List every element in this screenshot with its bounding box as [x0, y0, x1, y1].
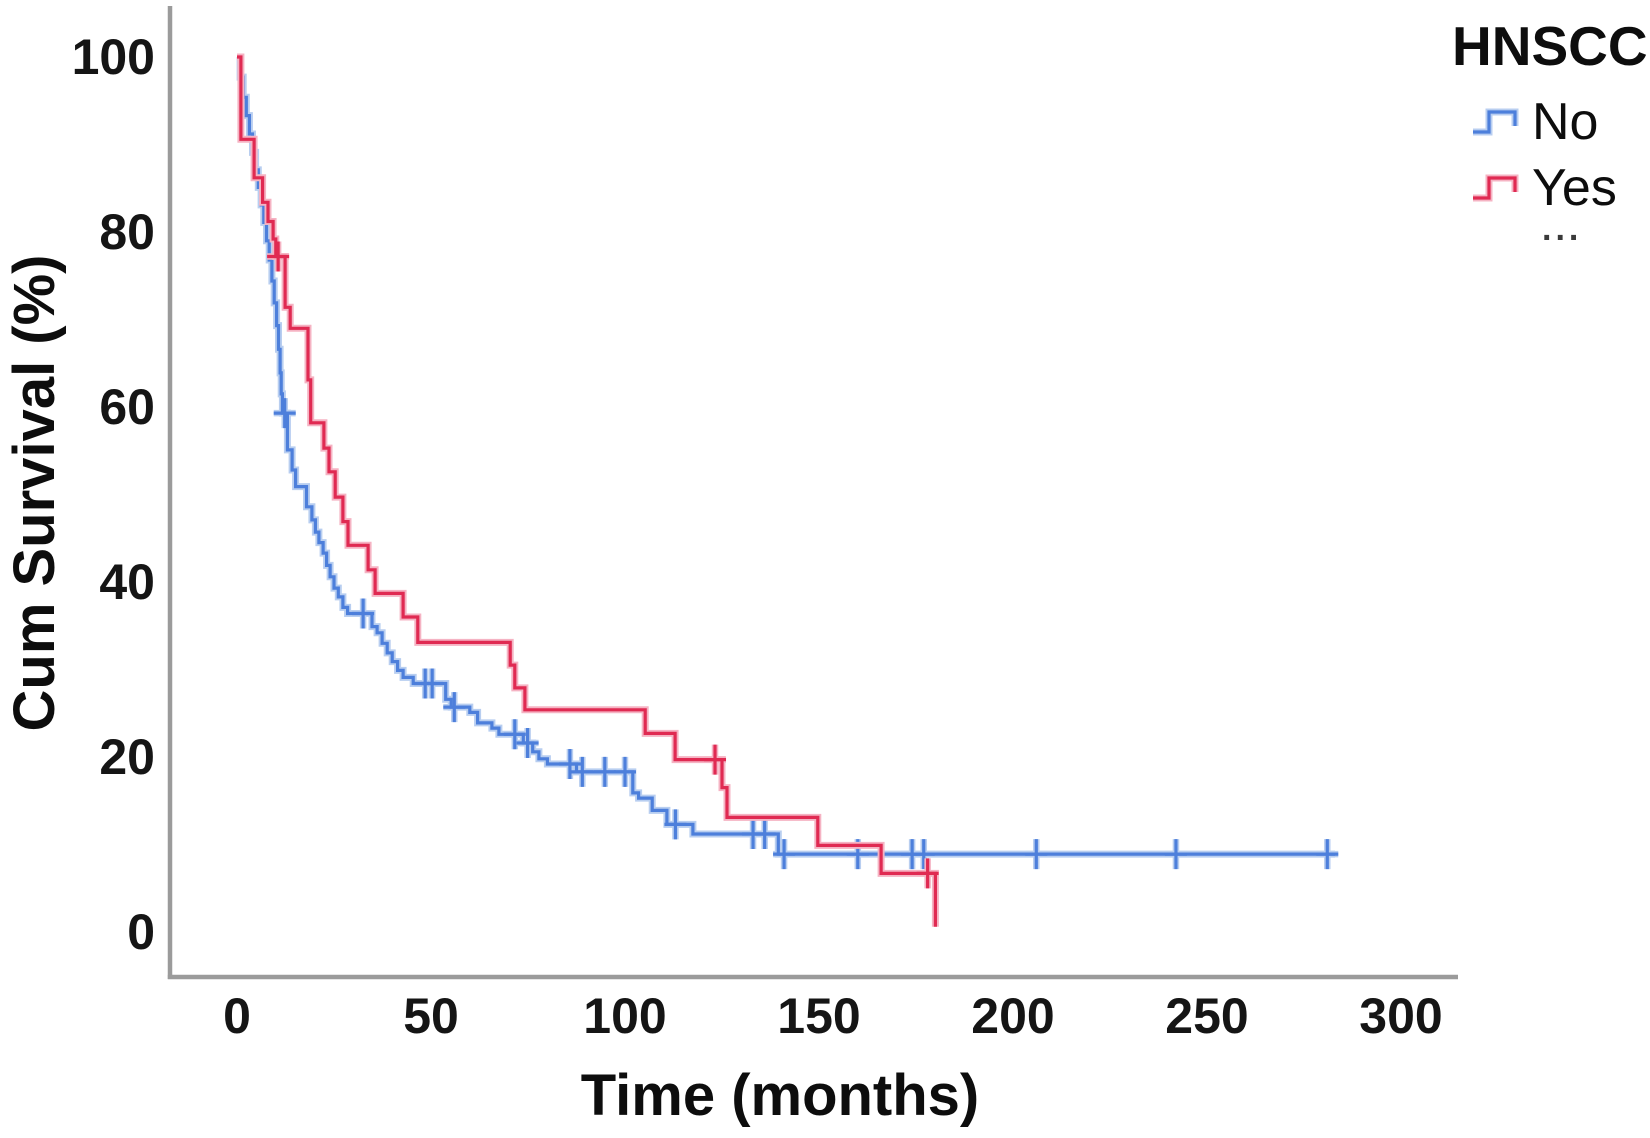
x-tick-label: 50: [403, 988, 459, 1044]
km-curve-halo-no: [236, 53, 1335, 858]
censor-mark-no: [1164, 839, 1187, 870]
y-tick-label: 60: [99, 379, 155, 435]
censor-mark-no: [912, 839, 935, 870]
step-line-glyph-no: [1473, 108, 1519, 136]
y-tick-label: 0: [127, 904, 155, 960]
censor-mark-no: [614, 756, 636, 787]
censor-mark-yes: [916, 858, 939, 889]
legend-title: HNSCC: [1452, 15, 1648, 77]
censor-mark-no: [421, 668, 444, 699]
censor-mark-no: [503, 719, 526, 750]
censor-mark-no: [593, 756, 616, 787]
legend: HNSCC No Yes ...: [1440, 0, 1650, 280]
censor-mark-yes: [704, 744, 727, 775]
step-line-glyph-yes: [1473, 174, 1519, 202]
km-curve-halo-yes: [237, 53, 939, 927]
x-tick-label: 100: [583, 988, 667, 1044]
censor-mark-no: [753, 819, 776, 849]
censor-mark-no: [558, 749, 581, 779]
x-tick-label: 0: [223, 988, 251, 1044]
km-curve-no: [237, 55, 1335, 856]
censor-mark-no: [1316, 839, 1339, 870]
y-tick-label: 100: [71, 29, 155, 85]
censor-mark-no: [664, 809, 687, 840]
x-tick-label: 300: [1359, 988, 1443, 1044]
censor-mark-no: [352, 598, 375, 629]
km-curve-yes: [237, 55, 937, 927]
y-axis-title: Cum Survival (%): [2, 254, 67, 732]
y-tick-label: 40: [99, 554, 155, 610]
legend-label-no: No: [1532, 93, 1599, 151]
censor-mark-no: [773, 839, 796, 870]
x-axis-title: Time (months): [580, 1063, 980, 1128]
censor-mark-no: [273, 398, 296, 429]
y-tick-label: 20: [99, 729, 155, 785]
legend-item-yes: Yes: [1470, 158, 1617, 218]
censor-mark-no: [443, 692, 466, 723]
legend-overflow-ellipsis: ...: [1542, 210, 1583, 248]
legend-item-no: No: [1470, 92, 1598, 152]
y-tick-label: 80: [99, 204, 155, 260]
censor-mark-yes: [267, 241, 290, 272]
censor-mark-no: [571, 756, 594, 787]
legend-label-yes: Yes: [1532, 159, 1617, 217]
x-tick-label: 150: [777, 988, 861, 1044]
censor-mark-no: [1025, 839, 1048, 870]
censor-mark-no: [516, 728, 539, 758]
x-tick-label: 200: [971, 988, 1055, 1044]
x-tick-label: 250: [1165, 988, 1249, 1044]
